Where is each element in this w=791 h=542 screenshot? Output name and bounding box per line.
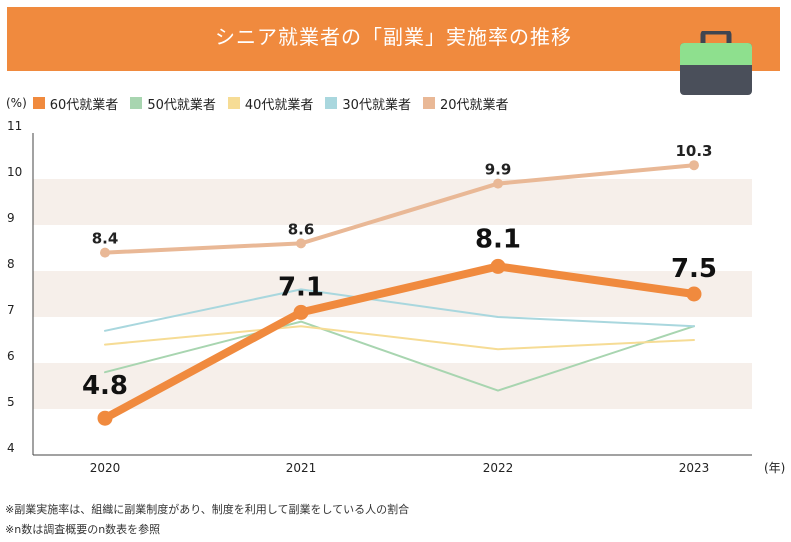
data-label-60s: 8.1 bbox=[475, 224, 521, 254]
y-tick-label: 7 bbox=[7, 303, 15, 317]
legend-swatch-40s bbox=[227, 97, 240, 109]
legend-item-60s: 60代就業者 bbox=[32, 94, 119, 113]
data-label-60s: 7.1 bbox=[278, 272, 324, 302]
y-tick-label: 8 bbox=[7, 257, 15, 271]
data-point-4 bbox=[493, 178, 503, 189]
x-tick-label: 2021 bbox=[286, 461, 317, 475]
series-line-1 bbox=[104, 320, 695, 392]
grid-band-9 bbox=[33, 179, 752, 225]
x-axis-unit: (年) bbox=[764, 461, 785, 475]
legend-item-30s: 30代就業者 bbox=[325, 94, 411, 113]
x-tick-label: 2020 bbox=[90, 461, 121, 475]
y-tick-label: 9 bbox=[7, 211, 15, 225]
y-tick-label: 6 bbox=[7, 349, 15, 363]
data-label-60s: 7.5 bbox=[671, 254, 717, 284]
series-line-3 bbox=[104, 288, 695, 332]
legend: (%) 60代就業者 50代就業者 40代就業者 30代就業者 20代就業者 bbox=[6, 92, 521, 114]
data-label-20s: 8.6 bbox=[288, 220, 315, 238]
data-point-0 bbox=[686, 286, 702, 302]
chart-title: シニア就業者の「副業」実施率の推移 bbox=[215, 25, 572, 49]
legend-label-30s: 30代就業者 bbox=[342, 97, 411, 113]
y-tick-label: 4 bbox=[7, 441, 15, 455]
y-tick-label: 11 bbox=[7, 119, 22, 133]
legend-label-40s: 40代就業者 bbox=[244, 97, 314, 113]
data-point-4 bbox=[100, 247, 110, 258]
legend-item-20s: 20代就業者 bbox=[422, 94, 509, 113]
legend-swatch-20s bbox=[422, 97, 435, 109]
footnote-definition: ※副業実施率は、組織に副業制度があり、制度を利用して副業をしている人の割合 bbox=[5, 503, 410, 516]
footnote-sample-size: ※n数は調査概要のn数表を参照 bbox=[5, 523, 161, 536]
legend-label-60s: 60代就業者 bbox=[49, 97, 119, 113]
data-point-0 bbox=[293, 304, 309, 320]
data-point-0 bbox=[490, 258, 506, 274]
briefcase-icon bbox=[680, 31, 752, 95]
x-tick-label: 2022 bbox=[483, 461, 514, 475]
legend-label-50s: 50代就業者 bbox=[147, 97, 216, 113]
data-point-4 bbox=[689, 160, 699, 171]
x-tick-label: 2023 bbox=[679, 461, 710, 475]
y-axis-unit: (%) bbox=[6, 96, 27, 110]
legend-item-40s: 40代就業者 bbox=[227, 94, 314, 113]
data-point-4 bbox=[296, 238, 306, 249]
y-tick-label: 5 bbox=[7, 395, 15, 409]
data-label-20s: 8.4 bbox=[92, 230, 119, 248]
series-line-4 bbox=[103, 163, 696, 255]
legend-label-20s: 20代就業者 bbox=[439, 97, 509, 113]
legend-swatch-50s bbox=[130, 97, 143, 109]
data-label-20s: 9.9 bbox=[485, 161, 512, 179]
legend-swatch-60s bbox=[32, 97, 45, 109]
series-line-0 bbox=[101, 262, 698, 423]
legend-swatch-30s bbox=[325, 97, 338, 109]
grid-band-5 bbox=[33, 363, 752, 409]
data-point-0 bbox=[97, 410, 113, 426]
data-label-20s: 10.3 bbox=[675, 142, 712, 160]
series-line-2 bbox=[104, 325, 695, 351]
legend-item-50s: 50代就業者 bbox=[130, 94, 216, 113]
data-label-60s: 4.8 bbox=[82, 371, 128, 401]
title-banner: シニア就業者の「副業」実施率の推移 bbox=[7, 7, 780, 95]
y-tick-label: 10 bbox=[7, 165, 22, 179]
